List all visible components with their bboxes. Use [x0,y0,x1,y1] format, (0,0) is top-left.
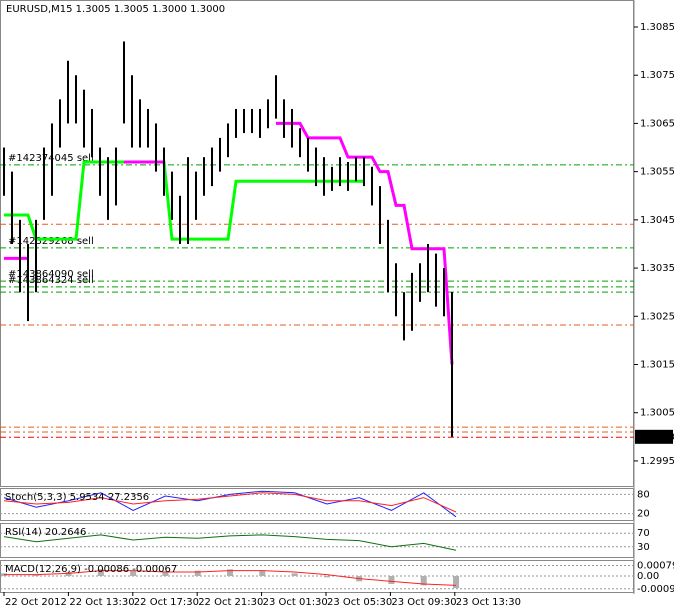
panel-tick-label: 30 [637,542,650,553]
panel-tick-label: 0.00079 [637,560,674,571]
histogram-bar [97,569,104,576]
x-tick-label: 23 Oct 01:30 [263,597,328,608]
y-tick-label: 1.3025 [640,311,674,322]
x-tick-label: 22 Oct 17:30 [134,597,199,608]
histogram-bar [259,570,266,576]
x-tick-label: 23 Oct 05:30 [327,597,392,608]
price-box-label: 1.3000 [640,432,674,443]
panel-tick-label: 70 [637,528,650,539]
panel-tick-label: 20 [637,509,650,520]
x-tick-label: 23 Oct 09:30 [391,597,456,608]
y-tick-label: 1.3075 [640,70,674,81]
indicator-line [4,160,364,241]
indicator-panel [0,488,634,521]
histogram-bar [65,572,72,576]
histogram-bar [227,569,233,576]
histogram-bar [420,576,427,586]
panel-tick-label: -0.00096 [637,584,674,595]
y-tick-label: 1.3045 [640,215,674,226]
panel-title: MACD(12,26,9) -0.00086 -0.00067 [5,564,177,575]
histogram-bar [130,570,137,576]
chart-title: EURUSD,M15 1.3005 1.3005 1.3000 1.3000 [6,4,225,15]
order-label: #142374045 sell [8,153,94,164]
panel-line [3,534,457,551]
histogram-bar [291,573,298,576]
y-tick-label: 1.3065 [640,118,674,129]
panel-tick-label: 80 [637,489,650,500]
histogram-bar [388,576,395,584]
panel-title: RSI(14) 20.2646 [5,527,86,538]
x-tick-label: 22 Oct 13:30 [69,597,134,608]
histogram-bar [194,570,201,576]
histogram-bar [323,576,330,578]
y-tick-label: 1.2995 [640,456,674,467]
panel-line [3,492,457,513]
panel-line [4,570,457,586]
x-tick-label: 22 Oct 2012 [5,597,67,608]
indicator-panel [0,523,634,558]
order-label: #143864090 sell [8,269,94,280]
histogram-bar [33,574,40,576]
x-tick-label: 23 Oct 13:30 [456,597,521,608]
y-tick-label: 1.3085 [640,22,674,33]
y-tick-label: 1.3055 [640,167,674,178]
y-tick-label: 1.3035 [640,263,674,274]
panel-title: Stoch(5,3,3) 5.9534 27.2356 [5,492,149,503]
x-tick-label: 22 Oct 21:30 [198,597,263,608]
histogram-bar [162,572,169,576]
price-box [635,429,673,444]
histogram-bar [453,576,459,588]
panel-tick-label: 0.00 [637,571,659,582]
order-label: #143864324 sell [8,275,94,286]
y-tick-label: 1.3015 [640,360,674,371]
y-tick-label: 1.3005 [640,408,674,419]
panel-line [3,490,457,518]
order-label: #142329268 sell [8,236,94,247]
